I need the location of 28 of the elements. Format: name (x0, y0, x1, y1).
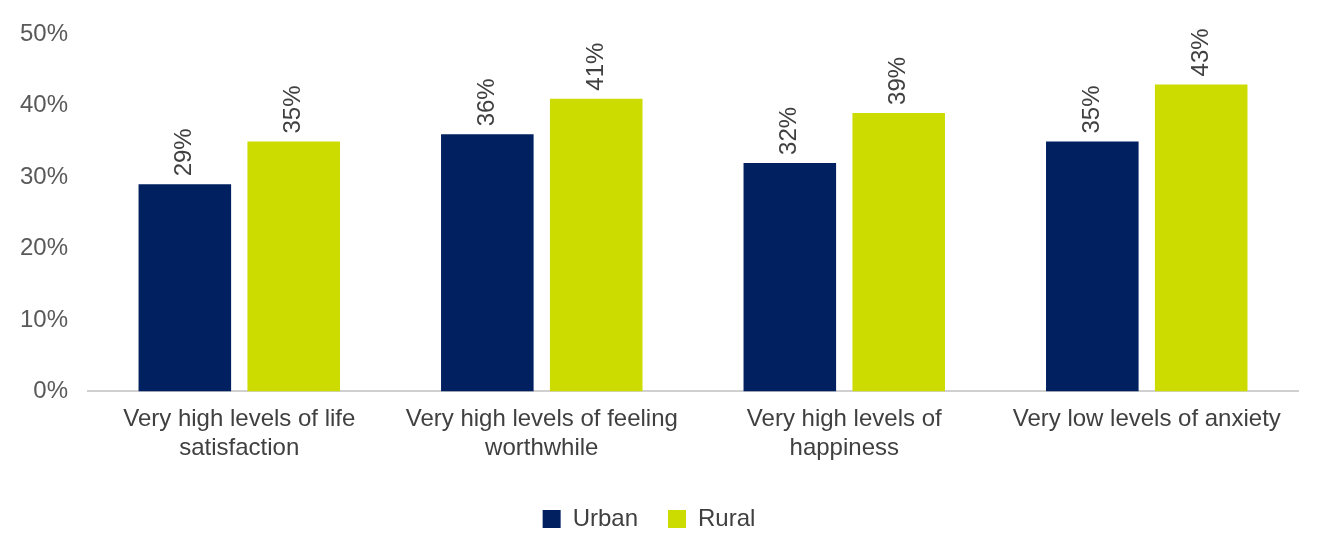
bar (852, 112, 945, 392)
data-label: 41% (580, 42, 608, 91)
data-label: 29% (169, 128, 197, 177)
data-label: 39% (883, 56, 911, 105)
y-tick-label: 0% (33, 376, 69, 404)
y-tick-label: 40% (19, 90, 69, 118)
y-tick-label: 30% (19, 161, 69, 189)
bar (743, 162, 837, 392)
data-label: 35% (278, 85, 306, 134)
x-tick-label: Very high levels of happiness (746, 404, 942, 461)
bar (247, 141, 341, 392)
data-label: 43% (1185, 28, 1213, 77)
bar (1046, 141, 1139, 392)
x-tick-label: Very low levels of anxiety (1012, 404, 1281, 432)
x-tick-label: Very high levels of feeling worthwhile (405, 404, 678, 461)
bar (1154, 84, 1248, 392)
y-tick-label: 50% (19, 19, 69, 47)
data-label: 32% (774, 106, 802, 155)
legend-label: Rural (698, 503, 756, 531)
data-label: 36% (471, 78, 499, 127)
bar (441, 134, 534, 392)
y-tick-label: 10% (19, 304, 69, 332)
x-tick-label: Very high levels of life satisfaction (123, 404, 356, 461)
bar (138, 184, 232, 392)
data-label: 35% (1076, 85, 1104, 134)
legend-label: Urban (572, 503, 639, 531)
y-tick-label: 20% (19, 233, 69, 261)
bar (549, 98, 643, 392)
